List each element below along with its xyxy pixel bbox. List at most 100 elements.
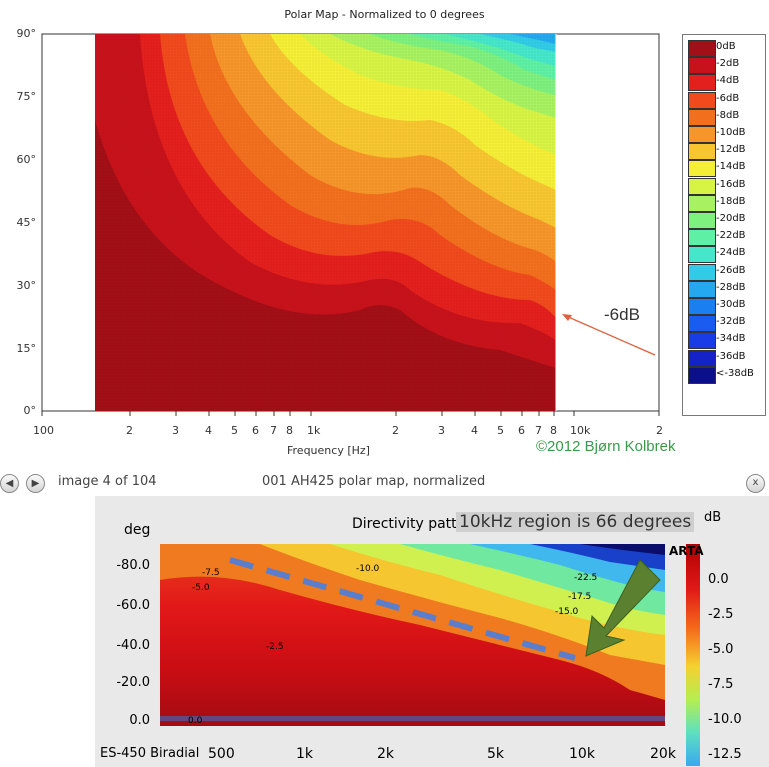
legend-swatch <box>688 91 716 109</box>
legend-swatch <box>688 194 716 212</box>
legend-swatch <box>688 108 716 126</box>
x-tick-label: 8 <box>550 424 557 437</box>
x-tick-label: 6 <box>518 424 525 437</box>
legend-swatch <box>688 229 716 247</box>
y-tick-label: -40.0 <box>116 638 150 653</box>
legend-label: -18dB <box>716 195 746 207</box>
y-tick-label: -80.0 <box>116 558 150 573</box>
arrow-left-icon: ◀ <box>5 478 14 489</box>
colorbar-unit: dB <box>704 510 722 525</box>
image-caption: 001 AH425 polar map, normalized <box>262 474 486 489</box>
x-tick-label: 8 <box>286 424 293 437</box>
x-tick-label: 500 <box>208 746 235 762</box>
legend-label: -14dB <box>716 161 746 173</box>
legend-label: -30dB <box>716 299 746 310</box>
y-tick-label: 90° <box>16 27 37 40</box>
y-tick-label: 0.0 <box>129 713 150 728</box>
legend-label: -8dB <box>716 109 740 121</box>
legend-label: -36dB <box>716 350 746 362</box>
legend-label: -20dB <box>716 213 746 224</box>
legend-label: -10dB <box>716 127 746 138</box>
x-tick-label: 4 <box>471 424 478 437</box>
legend-swatch <box>688 126 716 143</box>
x-tick-label: 20k <box>650 746 676 762</box>
polar-map-chart <box>41 33 660 416</box>
x-tick-label: 4 <box>205 424 212 437</box>
legend-swatch <box>688 57 716 75</box>
directivity-note: 10kHz region is 66 degrees <box>456 512 695 532</box>
x-tick-label: 5k <box>487 746 505 762</box>
legend-label: -28dB <box>716 281 746 293</box>
colorbar-legend: 0dB -2dB -4dB -6dB -8dB -10dB -12dB -14dB -16dB -… <box>682 34 766 416</box>
contour-label: -7.5 <box>202 568 220 578</box>
copyright-text: ©2012 Bjørn Kolbrek <box>536 438 676 455</box>
y-tick-label: -60.0 <box>116 598 150 613</box>
model-label: ES-450 Biradial <box>100 746 200 761</box>
y-tick-label: -20.0 <box>116 675 150 690</box>
y-tick-label: 60° <box>16 153 37 166</box>
colorbar-tick: -10.0 <box>708 712 742 727</box>
colorbar-tick: -2.5 <box>708 607 734 622</box>
x-axis-label: Frequency [Hz] <box>287 444 370 457</box>
contour-label: -17.5 <box>568 592 592 602</box>
x-tick-label: 3 <box>438 424 445 437</box>
close-icon: x <box>752 477 759 488</box>
y-tick-label: 0° <box>23 404 37 417</box>
legend-swatch <box>688 349 716 367</box>
x-tick-label: 3 <box>172 424 179 437</box>
close-button[interactable]: x <box>746 474 765 493</box>
x-tick-label: 10k <box>569 746 595 762</box>
contour-label: -22.5 <box>574 573 598 583</box>
legend-label: <-38dB <box>716 367 754 379</box>
colorbar <box>686 544 700 766</box>
legend-swatch <box>688 246 716 264</box>
colorbar-tick: 0.0 <box>708 572 729 587</box>
y-tick-label: 30° <box>16 279 37 292</box>
next-image-button[interactable]: ▶ <box>26 474 45 493</box>
x-tick-label: 2 <box>126 424 133 437</box>
legend-swatch <box>688 315 716 333</box>
legend-label: -34dB <box>716 333 746 345</box>
prev-image-button[interactable]: ◀ <box>0 474 19 493</box>
x-tick-label: 100 <box>33 424 54 437</box>
legend-swatch <box>688 212 716 229</box>
legend-swatch <box>688 40 716 57</box>
x-tick-label: 10k <box>570 424 591 437</box>
legend-label: -22dB <box>716 230 746 242</box>
colorbar-tick: -7.5 <box>708 677 734 692</box>
legend-swatch <box>688 298 716 315</box>
top-chart-title: Polar Map - Normalized to 0 degrees <box>284 8 485 21</box>
legend-label: -16dB <box>716 178 746 190</box>
arta-label: ARTA <box>669 545 704 557</box>
legend-swatch <box>688 332 716 350</box>
annotation-6db: -6dB <box>604 305 640 324</box>
colorbar-tick: -12.5 <box>708 747 742 762</box>
legend-swatch <box>688 160 716 178</box>
image-viewer-bar <box>0 466 769 496</box>
y-unit-label: deg <box>124 522 151 538</box>
contour-label: -10.0 <box>356 564 380 574</box>
x-tick-label: 7 <box>535 424 542 437</box>
directivity-chart <box>160 544 700 766</box>
legend-swatch <box>688 263 716 281</box>
x-tick-label: 2k <box>377 746 395 762</box>
x-tick-label: 1k <box>296 746 314 762</box>
contour-label: -5.0 <box>192 583 210 593</box>
x-tick-label: 5 <box>231 424 238 437</box>
contour-label: -15.0 <box>555 607 579 617</box>
legend-swatch <box>688 143 716 161</box>
x-tick-label: 1k <box>307 424 321 437</box>
directivity-title: Directivity pattern <box>352 516 480 532</box>
contour-label: 0.0 <box>188 716 203 726</box>
arrow-right-icon: ▶ <box>31 478 40 489</box>
x-tick-label: 2 <box>392 424 399 437</box>
legend-label: -26dB <box>716 264 746 276</box>
y-tick-label: 45° <box>16 216 37 229</box>
legend-label: -4dB <box>716 75 740 87</box>
y-tick-label: 15° <box>16 342 37 355</box>
legend-label: -24dB <box>716 247 746 259</box>
legend-swatch <box>688 366 716 384</box>
x-tick-label: 2 <box>656 424 663 437</box>
x-tick-label: 7 <box>270 424 277 437</box>
legend-label: -12dB <box>716 144 746 156</box>
